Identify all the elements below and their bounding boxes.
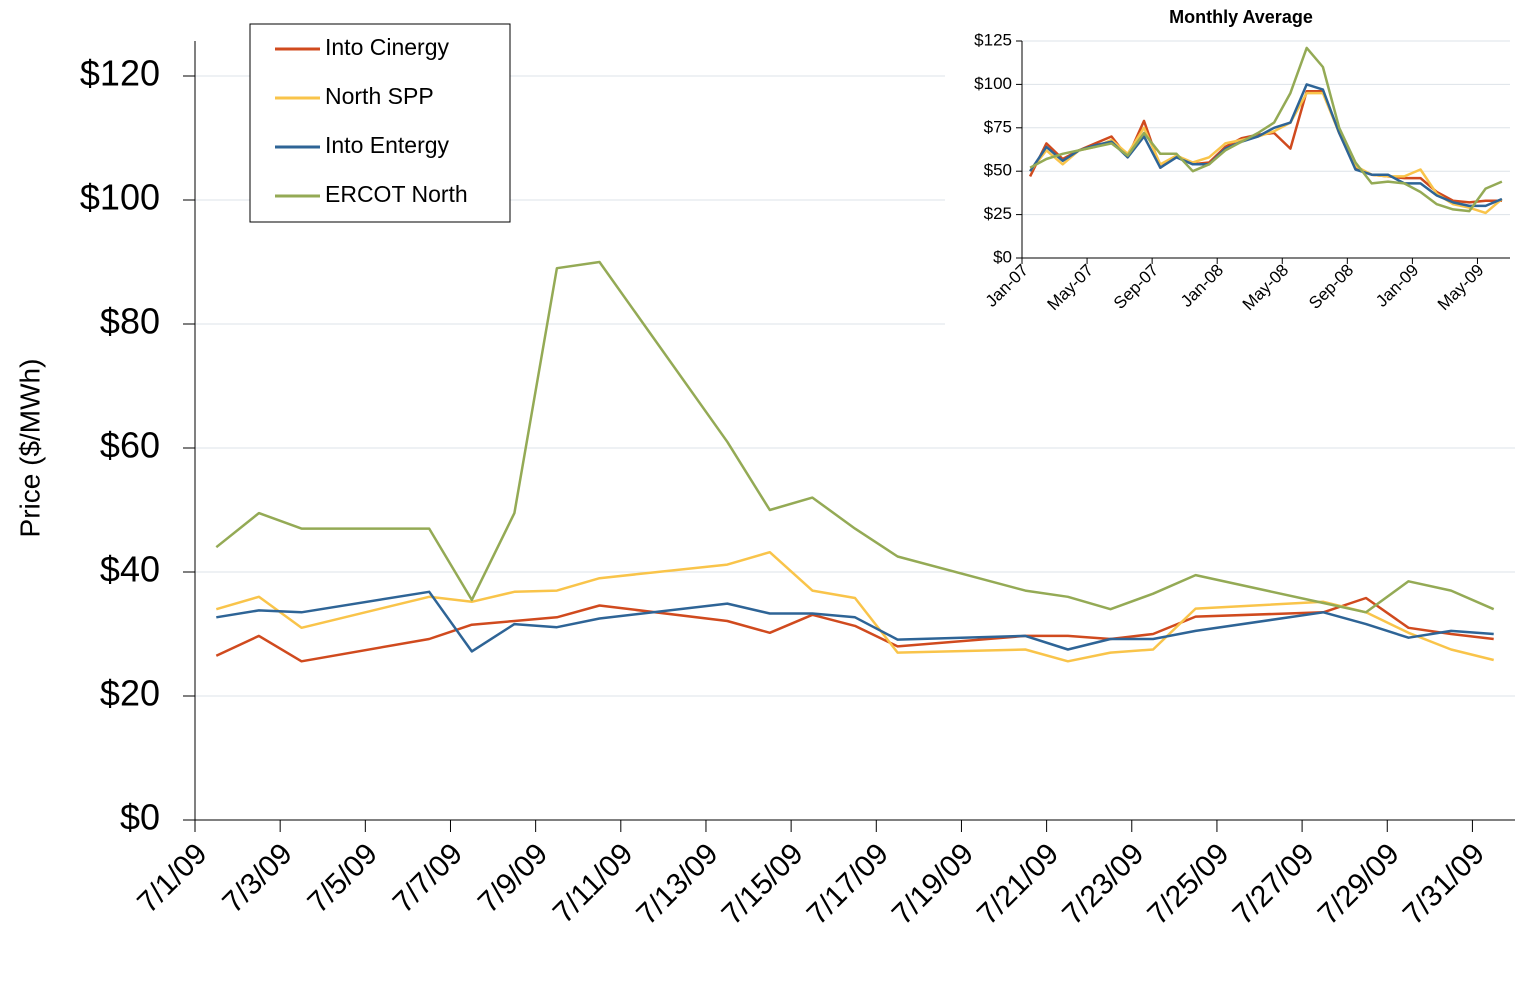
y-tick-label: $80 [100, 301, 160, 342]
y-tick-label: $0 [120, 797, 160, 838]
y-tick-label: $75 [984, 117, 1012, 136]
series-line [215, 260, 1495, 614]
x-tick-label: 7/17/09 [801, 837, 895, 931]
y-tick-label: $25 [984, 204, 1012, 223]
x-tick-label: 7/23/09 [1056, 837, 1150, 931]
y-tick-label: $50 [984, 161, 1012, 180]
y-tick-label: $120 [80, 53, 160, 94]
x-tick-label: 7/15/09 [716, 837, 810, 931]
legend-label: Into Entergy [325, 132, 450, 158]
series-line [216, 590, 1494, 653]
x-tick-label: 7/13/09 [630, 837, 724, 931]
x-tick-label: 7/27/09 [1227, 837, 1321, 931]
x-tick-label: 7/31/09 [1397, 837, 1491, 931]
y-tick-label: $125 [974, 30, 1012, 49]
x-tick-label: 7/7/09 [387, 837, 469, 919]
series-line [215, 596, 1494, 663]
y-axis-title: Price ($/MWh) [14, 359, 45, 538]
x-tick-label: 7/19/09 [886, 837, 980, 931]
x-tick-label: 7/11/09 [547, 837, 640, 930]
legend-label: Into Cinergy [325, 34, 450, 60]
y-tick-label: $20 [100, 673, 160, 714]
y-tick-label: $60 [100, 425, 160, 466]
legend-label: North SPP [325, 83, 434, 109]
x-tick-label: 7/3/09 [216, 837, 298, 919]
y-tick-label: $0 [993, 247, 1012, 266]
x-tick-label: 7/25/09 [1141, 837, 1235, 931]
y-tick-label: $40 [100, 549, 160, 590]
y-tick-label: $100 [974, 74, 1012, 93]
series-line [1029, 46, 1503, 213]
series-line [215, 550, 1494, 663]
legend-box [249, 23, 511, 223]
x-tick-label: 7/29/09 [1312, 837, 1406, 931]
x-tick-label: 7/21/09 [971, 837, 1065, 931]
legend: Into Cinergy North SPP Into Entergy ERCOT N… [249, 23, 511, 223]
x-tick-label: 7/9/09 [472, 837, 554, 919]
inset-background [945, 0, 1522, 330]
x-tick-label: 7/1/09 [131, 837, 213, 919]
legend-label: ERCOT North [325, 181, 468, 207]
series-line [1029, 83, 1503, 208]
x-tick-label: 7/5/09 [302, 837, 384, 919]
y-tick-label: $100 [80, 177, 160, 218]
chart-title: Monthly Average [1169, 7, 1313, 27]
